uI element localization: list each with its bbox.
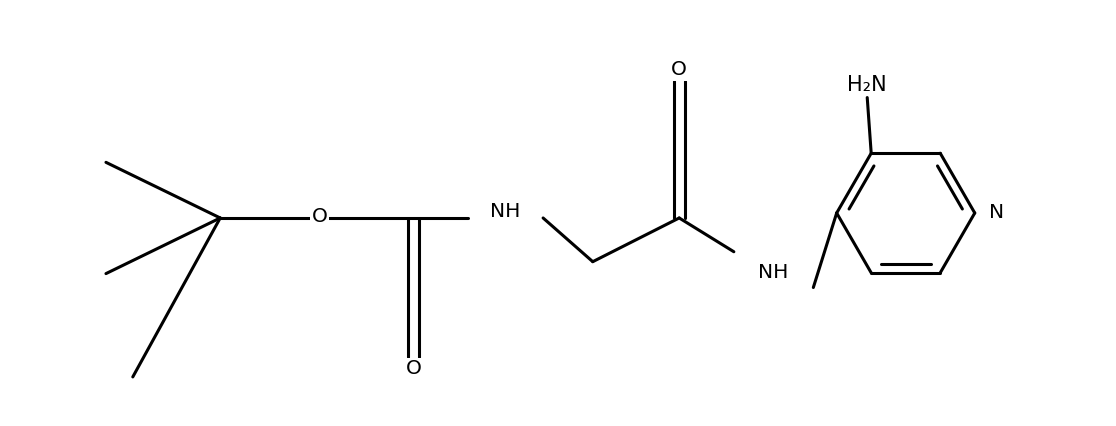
Text: NH: NH <box>490 201 520 221</box>
Text: O: O <box>671 60 687 79</box>
Text: N: N <box>989 204 1003 222</box>
Text: H₂N: H₂N <box>847 75 887 95</box>
Text: NH: NH <box>759 263 789 282</box>
Text: O: O <box>406 360 422 378</box>
Text: O: O <box>311 207 327 227</box>
